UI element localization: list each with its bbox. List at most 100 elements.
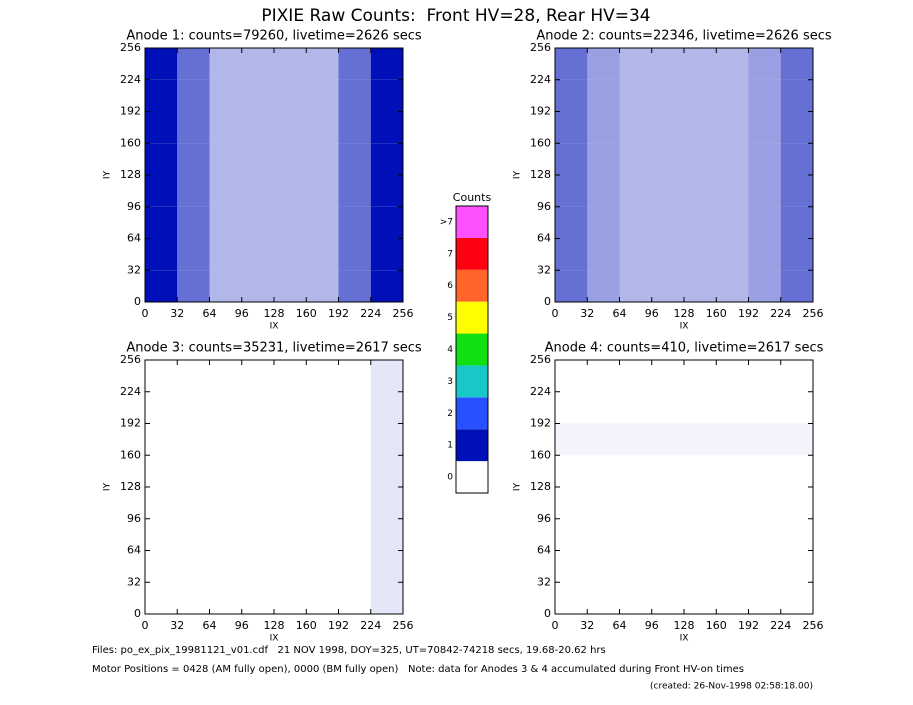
heatmap-cell bbox=[749, 582, 781, 614]
heatmap-cell bbox=[748, 143, 781, 175]
heatmap-cell bbox=[241, 238, 274, 271]
heatmap-cell bbox=[587, 48, 620, 80]
heatmap-cell bbox=[370, 550, 403, 583]
heatmap-cell bbox=[339, 519, 371, 551]
heatmap-cell bbox=[274, 79, 307, 112]
heatmap-cell bbox=[339, 392, 371, 424]
heatmap-cell bbox=[716, 79, 749, 112]
x-tick-label: 128 bbox=[264, 619, 285, 632]
heatmap-cell bbox=[210, 551, 242, 583]
y-tick-label: 256 bbox=[530, 353, 551, 366]
x-tick-label: 32 bbox=[170, 619, 184, 632]
heatmap-cell bbox=[555, 175, 588, 207]
colorbar-label: >7 bbox=[440, 217, 453, 227]
x-tick-label: 224 bbox=[360, 307, 381, 320]
y-tick-label: 32 bbox=[127, 575, 141, 588]
y-tick-label: 256 bbox=[120, 353, 141, 366]
heatmap-cell bbox=[210, 455, 242, 487]
heatmap-cell bbox=[306, 424, 338, 456]
heatmap-cell bbox=[781, 392, 813, 424]
y-tick-label: 224 bbox=[530, 73, 551, 86]
heatmap-cell bbox=[338, 111, 371, 144]
heatmap-cell bbox=[555, 238, 588, 271]
x-tick-label: 160 bbox=[706, 619, 727, 632]
heatmap-cell bbox=[339, 487, 371, 519]
heatmap-cell bbox=[306, 111, 339, 144]
heatmap-cell bbox=[619, 143, 652, 175]
y-tick-label: 64 bbox=[537, 544, 551, 557]
x-tick-label: 32 bbox=[580, 307, 594, 320]
heatmap-cell bbox=[241, 111, 274, 144]
heatmap-cell bbox=[209, 143, 242, 175]
y-tick-label: 96 bbox=[537, 200, 551, 213]
heatmap-cell bbox=[781, 487, 813, 519]
heatmap-cell bbox=[620, 392, 652, 424]
heatmap-cell bbox=[209, 79, 242, 112]
heatmap-cell bbox=[749, 455, 781, 487]
heatmap-cell bbox=[370, 143, 403, 175]
heatmap-cell bbox=[274, 206, 307, 239]
heatmap-cell bbox=[177, 270, 210, 302]
heatmap-cell bbox=[241, 79, 274, 112]
heatmap-cell bbox=[780, 270, 813, 302]
heatmap-cell bbox=[748, 79, 781, 112]
heatmap-cell bbox=[274, 270, 307, 302]
y-tick-label: 0 bbox=[544, 295, 551, 308]
heatmap-cell bbox=[145, 360, 177, 392]
heatmap-cell bbox=[716, 455, 748, 487]
heatmap-cell bbox=[749, 519, 781, 551]
heatmap-cell bbox=[684, 455, 716, 487]
heatmap-cell bbox=[620, 519, 652, 551]
y-axis-label: IY bbox=[103, 482, 113, 491]
heatmap-cell bbox=[684, 487, 716, 519]
y-tick-label: 64 bbox=[127, 232, 141, 245]
heatmap-cell bbox=[338, 143, 371, 175]
footer-line: Files: po_ex_pix_19981121_v01.cdf 21 NOV… bbox=[92, 645, 606, 656]
heatmap-cell bbox=[177, 175, 210, 207]
heatmap-cell bbox=[587, 392, 619, 424]
heatmap-cell bbox=[177, 582, 209, 614]
heatmap-cell bbox=[242, 455, 274, 487]
y-tick-label: 128 bbox=[120, 480, 141, 493]
heatmap-cell bbox=[145, 175, 178, 207]
y-tick-label: 96 bbox=[537, 512, 551, 525]
heatmap-cell bbox=[619, 270, 652, 302]
y-tick-label: 224 bbox=[120, 385, 141, 398]
x-tick-label: 96 bbox=[235, 307, 249, 320]
colorbar-swatch bbox=[456, 206, 488, 238]
heatmap-cell bbox=[210, 582, 242, 614]
heatmap-cell bbox=[684, 519, 716, 551]
heatmap-cell bbox=[145, 392, 177, 424]
y-tick-label: 160 bbox=[530, 448, 551, 461]
heatmap-cell bbox=[242, 360, 274, 392]
heatmap-cell bbox=[209, 270, 242, 302]
heatmap-cell bbox=[587, 360, 619, 392]
x-tick-label: 160 bbox=[296, 619, 317, 632]
x-tick-label: 256 bbox=[803, 307, 824, 320]
heatmap-cell bbox=[555, 423, 588, 456]
heatmap-cell bbox=[587, 79, 620, 112]
x-tick-label: 128 bbox=[674, 307, 695, 320]
heatmap-cell bbox=[555, 455, 587, 487]
colorbar-label: 5 bbox=[447, 313, 453, 323]
x-tick-label: 192 bbox=[328, 307, 349, 320]
heatmap-cell bbox=[306, 551, 338, 583]
heatmap-cell bbox=[652, 519, 684, 551]
heatmap-cell bbox=[555, 519, 587, 551]
heatmap-cell bbox=[555, 48, 588, 80]
heatmap-cell bbox=[652, 582, 684, 614]
heatmap-cell bbox=[620, 551, 652, 583]
heatmap-cell bbox=[620, 360, 652, 392]
x-tick-label: 64 bbox=[613, 307, 627, 320]
heatmap-cell bbox=[684, 111, 717, 144]
heatmap-cell bbox=[781, 519, 813, 551]
heatmap-cell bbox=[338, 270, 371, 302]
heatmap-cell bbox=[306, 206, 339, 239]
y-tick-label: 224 bbox=[530, 385, 551, 398]
y-tick-label: 128 bbox=[530, 168, 551, 181]
heatmap-cell bbox=[306, 360, 338, 392]
heatmap-cell bbox=[716, 392, 748, 424]
heatmap-cell bbox=[716, 111, 749, 144]
y-tick-label: 64 bbox=[537, 232, 551, 245]
